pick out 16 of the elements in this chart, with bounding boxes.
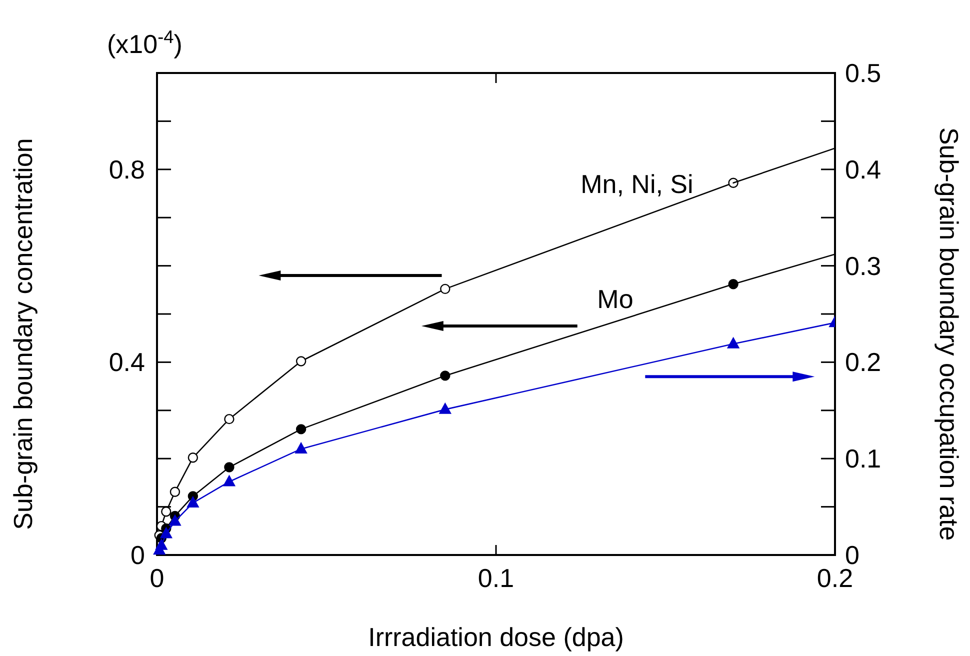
- x-tick-label: 0: [150, 563, 164, 593]
- x-axis-title: Irrradiation dose (dpa): [368, 622, 624, 652]
- y2-tick-label: 0.1: [845, 444, 882, 474]
- y-axis-title: Sub-grain boundary concentration: [8, 138, 38, 530]
- x-tick-label: 0.1: [478, 563, 514, 593]
- series-label: Mn, Ni, Si: [580, 168, 694, 199]
- y2-axis-title: Sub-grain boundary occupation rate: [934, 127, 964, 541]
- series-label: Mo: [597, 284, 634, 314]
- y2-tick-label: 0.2: [845, 347, 882, 378]
- y2-tick-label: 0.4: [845, 154, 882, 184]
- y2-tick-label: 0.3: [845, 250, 882, 281]
- y2-tick-label: 0.5: [845, 58, 882, 88]
- text: (x10$^{-4}$): [107, 27, 182, 59]
- y-tick-label: 0.8: [108, 154, 145, 184]
- y-tick-label: 0: [130, 540, 145, 570]
- y-tick-label: 0.4: [108, 347, 145, 378]
